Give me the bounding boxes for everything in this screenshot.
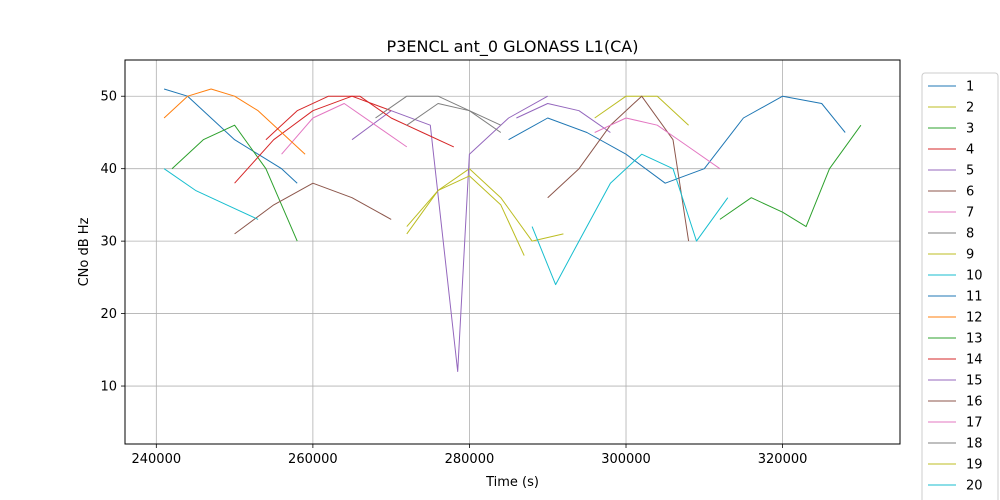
y-tick-label: 30 [100,235,117,250]
x-axis-label: Time (s) [485,475,539,490]
series-line-11 [508,95,846,184]
series-line-6 [234,182,392,235]
legend-label-3: 3 [966,122,974,137]
y-tick-label: 10 [100,380,117,395]
legend-label-1: 1 [966,80,974,95]
series-line-20 [531,153,729,286]
x-tick-label: 260000 [288,452,338,467]
x-tick-label: 280000 [445,452,495,467]
legend-label-20: 20 [966,479,983,494]
series-line-15 [516,103,611,133]
legend-label-7: 7 [966,206,974,221]
legend-label-14: 14 [966,353,983,368]
legend-label-17: 17 [966,416,983,431]
y-axis: 10 20 30 40 50 [100,90,125,395]
series-line-13 [719,124,862,228]
legend-label-8: 8 [966,227,974,242]
legend-label-13: 13 [966,332,983,347]
series-line-12 [163,88,306,155]
y-tick-label: 40 [100,162,117,177]
y-tick-label: 50 [100,90,117,105]
legend: 123456789101112131415161718192021 [921,72,999,500]
series-line-5 [351,95,548,372]
legend-label-16: 16 [966,395,983,410]
legend-frame [921,72,999,500]
legend-label-12: 12 [966,311,983,326]
series-layer [163,88,862,372]
series-line-16 [547,95,690,242]
series-line-10 [163,168,259,220]
legend-label-9: 9 [966,248,974,263]
legend-label-18: 18 [966,437,983,452]
y-axis-label: CNo dB Hz [77,217,92,286]
series-line-17 [594,117,721,170]
legend-label-15: 15 [966,374,983,389]
legend-label-5: 5 [966,164,974,179]
legend-label-2: 2 [966,101,974,116]
series-line-7 [281,103,408,155]
series-line-9 [594,95,689,126]
plot-frame [124,59,901,445]
legend-label-10: 10 [966,269,983,284]
series-line-4 [234,95,392,184]
legend-label-6: 6 [966,185,974,200]
x-axis: 240000 260000 280000 300000 320000 [131,444,807,467]
legend-label-4: 4 [966,143,974,158]
chart-title: P3ENCL ant_0 GLONASS L1(CA) [387,37,639,57]
x-tick-label: 320000 [758,452,808,467]
series-line-18 [406,103,502,126]
x-tick-label: 300000 [601,452,651,467]
legend-label-19: 19 [966,458,983,473]
x-tick-label: 240000 [131,452,181,467]
series-line-14 [265,95,455,148]
series-line-2 [406,168,564,242]
series-line-19 [406,175,525,256]
legend-label-11: 11 [966,290,983,305]
series-line-8 [375,95,502,133]
series-line-3 [171,124,298,242]
grid [125,60,900,444]
y-tick-label: 20 [100,307,117,322]
